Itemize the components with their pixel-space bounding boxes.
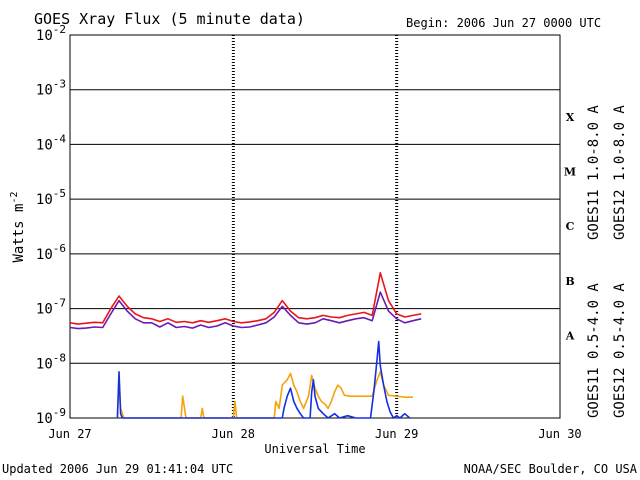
x-tick-label: Jun 28 bbox=[212, 427, 255, 441]
flare-class-labels: X M C B A bbox=[564, 111, 576, 343]
y-tick-label: 10-4 bbox=[36, 132, 66, 153]
flare-class-label: X bbox=[566, 111, 575, 124]
flare-class-label: B bbox=[565, 275, 574, 288]
begin-time: Begin: 2006 Jun 27 0000 UTC bbox=[406, 16, 601, 30]
series-line-2 bbox=[116, 371, 413, 419]
y-axis-label: Watts m-2 bbox=[9, 191, 27, 262]
source-credit: NOAA/SEC Boulder, CO USA bbox=[464, 462, 638, 476]
y-tick-label: 10-6 bbox=[36, 242, 66, 263]
legend-goes12-short: GOES12 0.5-4.0 A bbox=[612, 283, 628, 418]
x-tick-labels: Jun 27 Jun 28 Jun 29 Jun 30 bbox=[48, 427, 581, 441]
updated-timestamp: Updated 2006 Jun 29 01:41:04 UTC bbox=[2, 462, 233, 476]
chart-title: GOES Xray Flux (5 minute data) bbox=[34, 10, 305, 28]
legend-goes11-long: GOES11 1.0-8.0 A bbox=[586, 105, 602, 240]
series-line-3 bbox=[116, 340, 411, 419]
legend-goes12-long: GOES12 1.0-8.0 A bbox=[612, 105, 628, 240]
y-tick-label: 10-9 bbox=[36, 406, 66, 427]
y-axis-label-exponent: -2 bbox=[9, 191, 20, 203]
y-tick-label: 10-3 bbox=[36, 78, 66, 99]
flare-class-label: M bbox=[564, 166, 576, 179]
legend-long-wavelength: GOES11 1.0-8.0 A GOES12 1.0-8.0 A bbox=[586, 105, 628, 240]
series-layer bbox=[69, 272, 422, 419]
x-tick-label: Jun 27 bbox=[48, 427, 91, 441]
x-axis-label: Universal Time bbox=[264, 442, 365, 456]
plot-frame bbox=[69, 34, 561, 419]
x-tick-label: Jun 30 bbox=[538, 427, 581, 441]
svg-text:Watts m-2: Watts m-2 bbox=[9, 191, 27, 262]
y-tick-labels: 10-2 10-3 10-4 10-5 10-6 10-7 10-8 10-9 bbox=[36, 23, 66, 427]
legend-short-wavelength: GOES11 0.5-4.0 A GOES12 0.5-4.0 A bbox=[586, 283, 628, 418]
series-line-0 bbox=[69, 291, 422, 330]
flare-class-label: C bbox=[566, 220, 575, 233]
flare-class-label: A bbox=[565, 330, 575, 343]
y-tick-label: 10-5 bbox=[36, 187, 66, 208]
y-tick-label: 10-2 bbox=[36, 23, 66, 44]
grid-lines bbox=[70, 35, 560, 418]
series-line-1 bbox=[69, 272, 422, 325]
y-axis-label-text: Watts m bbox=[11, 204, 27, 263]
y-tick-label: 10-8 bbox=[36, 351, 66, 372]
x-tick-label: Jun 29 bbox=[375, 427, 418, 441]
legend-goes11-short: GOES11 0.5-4.0 A bbox=[586, 283, 602, 418]
y-tick-label: 10-7 bbox=[36, 297, 66, 318]
